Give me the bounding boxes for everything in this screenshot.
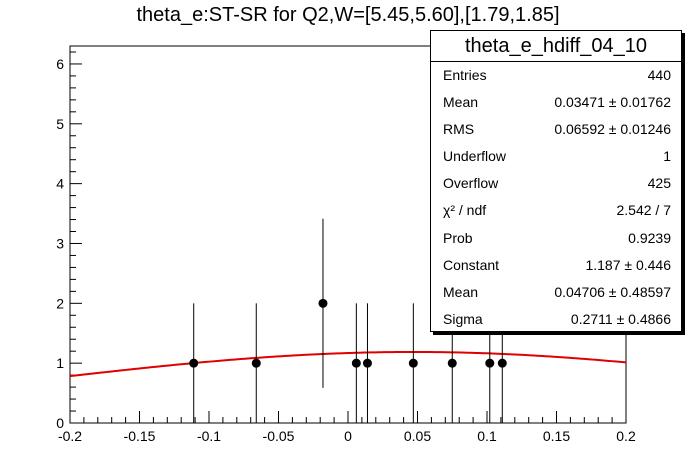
stats-value: 1	[663, 148, 671, 165]
y-tick-label: 6	[56, 56, 64, 72]
stats-value: 425	[647, 175, 671, 192]
x-tick-label: -0.1	[197, 428, 221, 444]
stats-label: RMS	[443, 121, 475, 138]
data-marker	[447, 358, 457, 368]
stats-row: Prob 0.9239	[431, 225, 681, 252]
stats-label: Sigma	[443, 310, 483, 327]
y-tick-label: 5	[56, 116, 64, 132]
data-marker	[485, 358, 495, 368]
x-tick-label: 0	[344, 428, 352, 444]
data-point	[251, 303, 261, 423]
stats-label: χ² / ndf	[443, 202, 487, 219]
data-point	[408, 303, 418, 423]
stats-row: Underflow 1	[431, 143, 681, 170]
x-tick-label: 0.15	[543, 428, 570, 444]
y-tick-label: 2	[56, 295, 64, 311]
data-marker	[408, 358, 418, 368]
stats-label: Constant	[443, 256, 500, 273]
data-marker	[189, 358, 199, 368]
stats-row: Overflow 425	[431, 170, 681, 197]
y-tick-label: 1	[56, 355, 64, 371]
chart-title: theta_e:ST-SR for Q2,W=[5.45,5.60],[1.79…	[136, 4, 560, 26]
stats-row: Sigma 0.2711 ± 0.4866	[431, 306, 681, 333]
data-point	[189, 303, 199, 423]
stats-label: Mean	[443, 94, 479, 111]
stats-row: RMS 0.06592 ± 0.01246	[431, 116, 681, 143]
data-marker	[362, 358, 372, 368]
y-tick-label: 3	[56, 235, 64, 251]
fit-curve	[69, 350, 627, 378]
x-tick-label: 0.05	[404, 428, 431, 444]
data-point	[318, 218, 328, 388]
x-tick-label: 0.2	[616, 428, 636, 444]
x-tick-label: -0.05	[263, 428, 295, 444]
data-marker	[497, 358, 507, 368]
stats-value: 2.542 / 7	[616, 202, 672, 219]
data-point	[362, 303, 372, 423]
data-point	[351, 303, 361, 423]
stats-value: 0.04706 ± 0.48597	[554, 283, 671, 300]
stats-label: Underflow	[443, 148, 507, 165]
stats-rows: Entries 440 Mean 0.03471 ± 0.01762 RMS 0.0659…	[431, 62, 681, 333]
stats-value: 0.9239	[628, 229, 671, 246]
stats-title: theta_e_hdiff_04_10	[431, 31, 681, 62]
stats-row: Mean 0.04706 ± 0.48597	[431, 279, 681, 306]
stats-value: 0.2711 ± 0.4866	[570, 310, 671, 327]
stats-row: Constant 1.187 ± 0.446	[431, 252, 681, 279]
stats-row: Entries 440	[431, 62, 681, 89]
y-tick-label: 4	[56, 176, 64, 192]
data-marker	[318, 298, 328, 308]
data-marker	[251, 358, 261, 368]
stats-row: Mean 0.03471 ± 0.01762	[431, 89, 681, 116]
y-tick-label: 0	[56, 415, 64, 431]
stats-box: theta_e_hdiff_04_10 Entries 440 Mean 0.0347…	[430, 30, 682, 332]
x-tick-label: -0.15	[124, 428, 156, 444]
stats-label: Prob	[443, 229, 473, 246]
stats-label: Mean	[443, 283, 479, 300]
x-tick-label: 0.1	[477, 428, 497, 444]
stats-label: Entries	[443, 67, 487, 83]
stats-value: 1.187 ± 0.446	[585, 256, 671, 273]
stats-value: 440	[647, 67, 671, 83]
stats-value: 0.06592 ± 0.01246	[554, 121, 671, 138]
stats-row: χ² / ndf 2.542 / 7	[431, 197, 681, 224]
stats-label: Overflow	[443, 175, 499, 192]
stats-value: 0.03471 ± 0.01762	[554, 94, 671, 111]
data-marker	[351, 358, 361, 368]
x-tick-label: -0.2	[58, 428, 82, 444]
